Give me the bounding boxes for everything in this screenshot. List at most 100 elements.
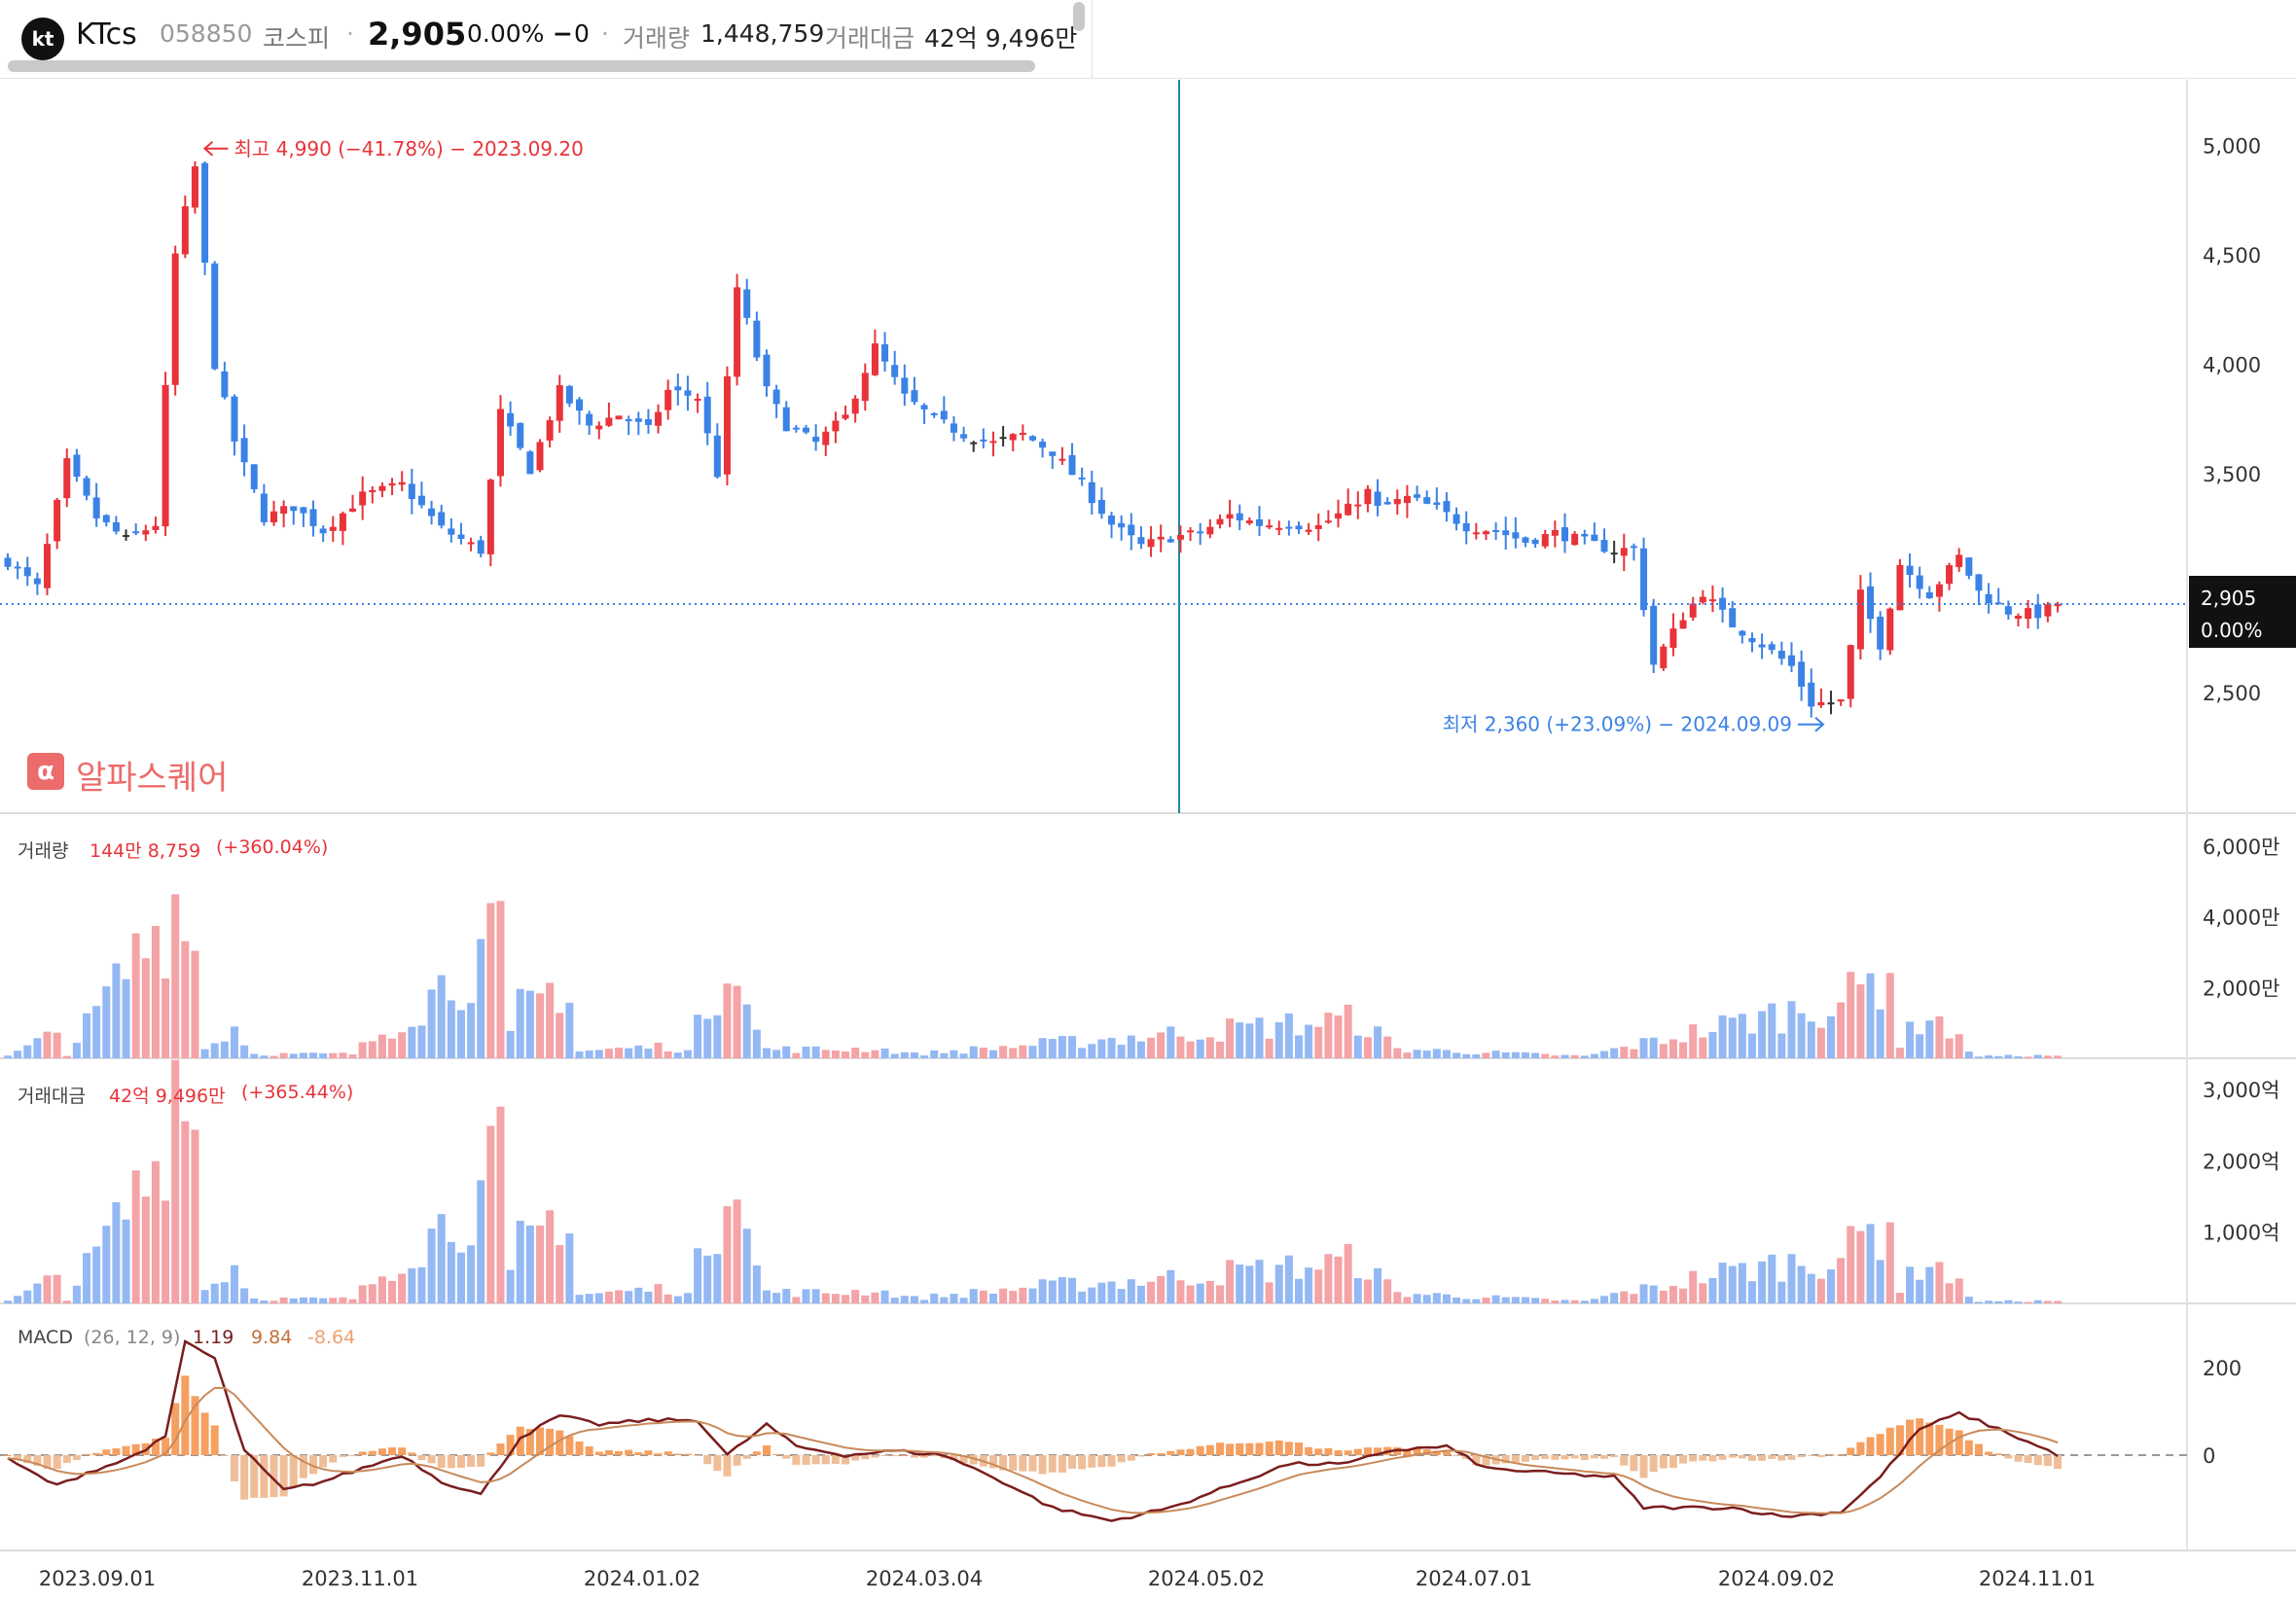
candle-body — [1383, 501, 1391, 505]
macd-hist-bar — [723, 1455, 732, 1477]
macd-hist-bar — [782, 1455, 791, 1459]
volume-bar — [1186, 1041, 1195, 1058]
candle-body — [1502, 530, 1510, 536]
macd-hist-bar — [456, 1455, 465, 1468]
volume-bar — [772, 1050, 781, 1058]
macd-hist-bar — [181, 1375, 190, 1455]
candle-body — [280, 506, 288, 515]
amount-bar — [1305, 1267, 1313, 1303]
candle-body — [1423, 497, 1431, 504]
date-tick-label: 2024.03.04 — [866, 1567, 983, 1590]
volume-bar — [72, 1043, 81, 1058]
amount-bar — [1068, 1277, 1077, 1303]
macd-hist-bar — [83, 1453, 91, 1455]
volume-bar — [1383, 1036, 1392, 1058]
candle-body — [1985, 593, 1992, 604]
macd-hist-bar — [694, 1455, 702, 1456]
amount-bar — [319, 1298, 328, 1303]
amount-bar — [733, 1199, 741, 1303]
volume-bar — [1048, 1039, 1057, 1058]
amount-bar — [1758, 1261, 1767, 1303]
candle-body — [1128, 524, 1135, 536]
candle-body — [1206, 526, 1214, 535]
volume-bar — [1009, 1048, 1018, 1058]
amount-bar — [1097, 1282, 1106, 1303]
macd-hist-bar — [634, 1452, 643, 1455]
amount-bar — [1659, 1290, 1668, 1303]
volume-bar — [1501, 1051, 1510, 1058]
candle-body — [753, 320, 761, 358]
macd-hist-bar — [53, 1455, 61, 1469]
candle-body — [1393, 499, 1401, 505]
macd-hist-bar — [1925, 1422, 1934, 1455]
candle-body — [595, 425, 603, 430]
candle-body — [408, 483, 415, 500]
candle-body — [1531, 539, 1539, 545]
macd-hist-bar — [2004, 1455, 2013, 1459]
candle-body — [507, 412, 515, 427]
amount-bar — [260, 1300, 269, 1303]
macd-hist-bar — [348, 1455, 357, 1457]
amount-bar — [1639, 1284, 1648, 1303]
volume-bar — [969, 1046, 978, 1058]
candle-body — [1029, 436, 1036, 441]
macd-hist-bar — [1019, 1455, 1027, 1472]
volume-bar — [1374, 1026, 1382, 1058]
macd-hist-bar — [112, 1448, 121, 1455]
amount-bar — [1226, 1260, 1235, 1303]
candle-body — [526, 451, 534, 475]
candle-body — [1058, 458, 1066, 461]
amount-bar — [43, 1275, 52, 1303]
candle-body — [772, 389, 780, 405]
macd-hist-bar — [1205, 1444, 1214, 1455]
volume-bar — [1531, 1052, 1540, 1058]
volume-bar — [1245, 1023, 1254, 1058]
stock-name[interactable]: KTcs — [76, 18, 137, 52]
amount-bar — [467, 1245, 476, 1303]
amount-bar — [279, 1298, 288, 1303]
candle-body — [359, 491, 367, 506]
candle-body — [605, 417, 613, 426]
macd-hist-bar — [762, 1444, 771, 1455]
volume-bar — [358, 1042, 367, 1058]
candle-body — [1216, 518, 1224, 525]
volume-bar — [999, 1046, 1008, 1058]
candle-body — [1620, 548, 1628, 556]
amount-bar — [191, 1129, 199, 1303]
candle-body — [329, 526, 337, 531]
macd-hist-bar — [1107, 1455, 1116, 1467]
volume-bar — [83, 1013, 91, 1058]
candle-body — [1906, 565, 1914, 576]
horizontal-scrollbar[interactable] — [8, 60, 1035, 72]
amount-bar — [842, 1295, 850, 1303]
candle-body — [625, 419, 632, 422]
volume-panel-pct: (+360.04%) — [216, 837, 329, 858]
candle-body — [1433, 502, 1441, 506]
volume-bar — [1324, 1013, 1333, 1058]
amount-bar — [1078, 1291, 1087, 1303]
macd-hist-bar — [1472, 1455, 1481, 1466]
volume-bar — [1196, 1039, 1204, 1058]
volume-bar — [1797, 1013, 1806, 1058]
vertical-scrollbar[interactable] — [1073, 2, 1085, 31]
candle-body — [1994, 602, 2002, 605]
price-tick-label: 3,500 — [2203, 463, 2261, 486]
volume-bar — [556, 1013, 564, 1058]
candle-body — [2025, 608, 2032, 620]
volume-bar — [1738, 1014, 1746, 1058]
amount-bar — [1058, 1277, 1066, 1303]
annotations — [202, 141, 1825, 732]
candle-body — [250, 464, 258, 489]
candle-body — [1374, 491, 1381, 507]
volume-bar — [210, 1043, 219, 1058]
candle-body — [989, 441, 997, 444]
volume-bar — [1088, 1044, 1096, 1058]
price-tick-label: 4,500 — [2203, 244, 2261, 267]
volume-bar — [398, 1032, 407, 1058]
amount-bar — [1787, 1254, 1796, 1303]
amount-bar — [1895, 1293, 1904, 1303]
candle-body — [2014, 616, 2022, 620]
candle-body — [644, 419, 652, 425]
candle-body — [1739, 630, 1746, 636]
